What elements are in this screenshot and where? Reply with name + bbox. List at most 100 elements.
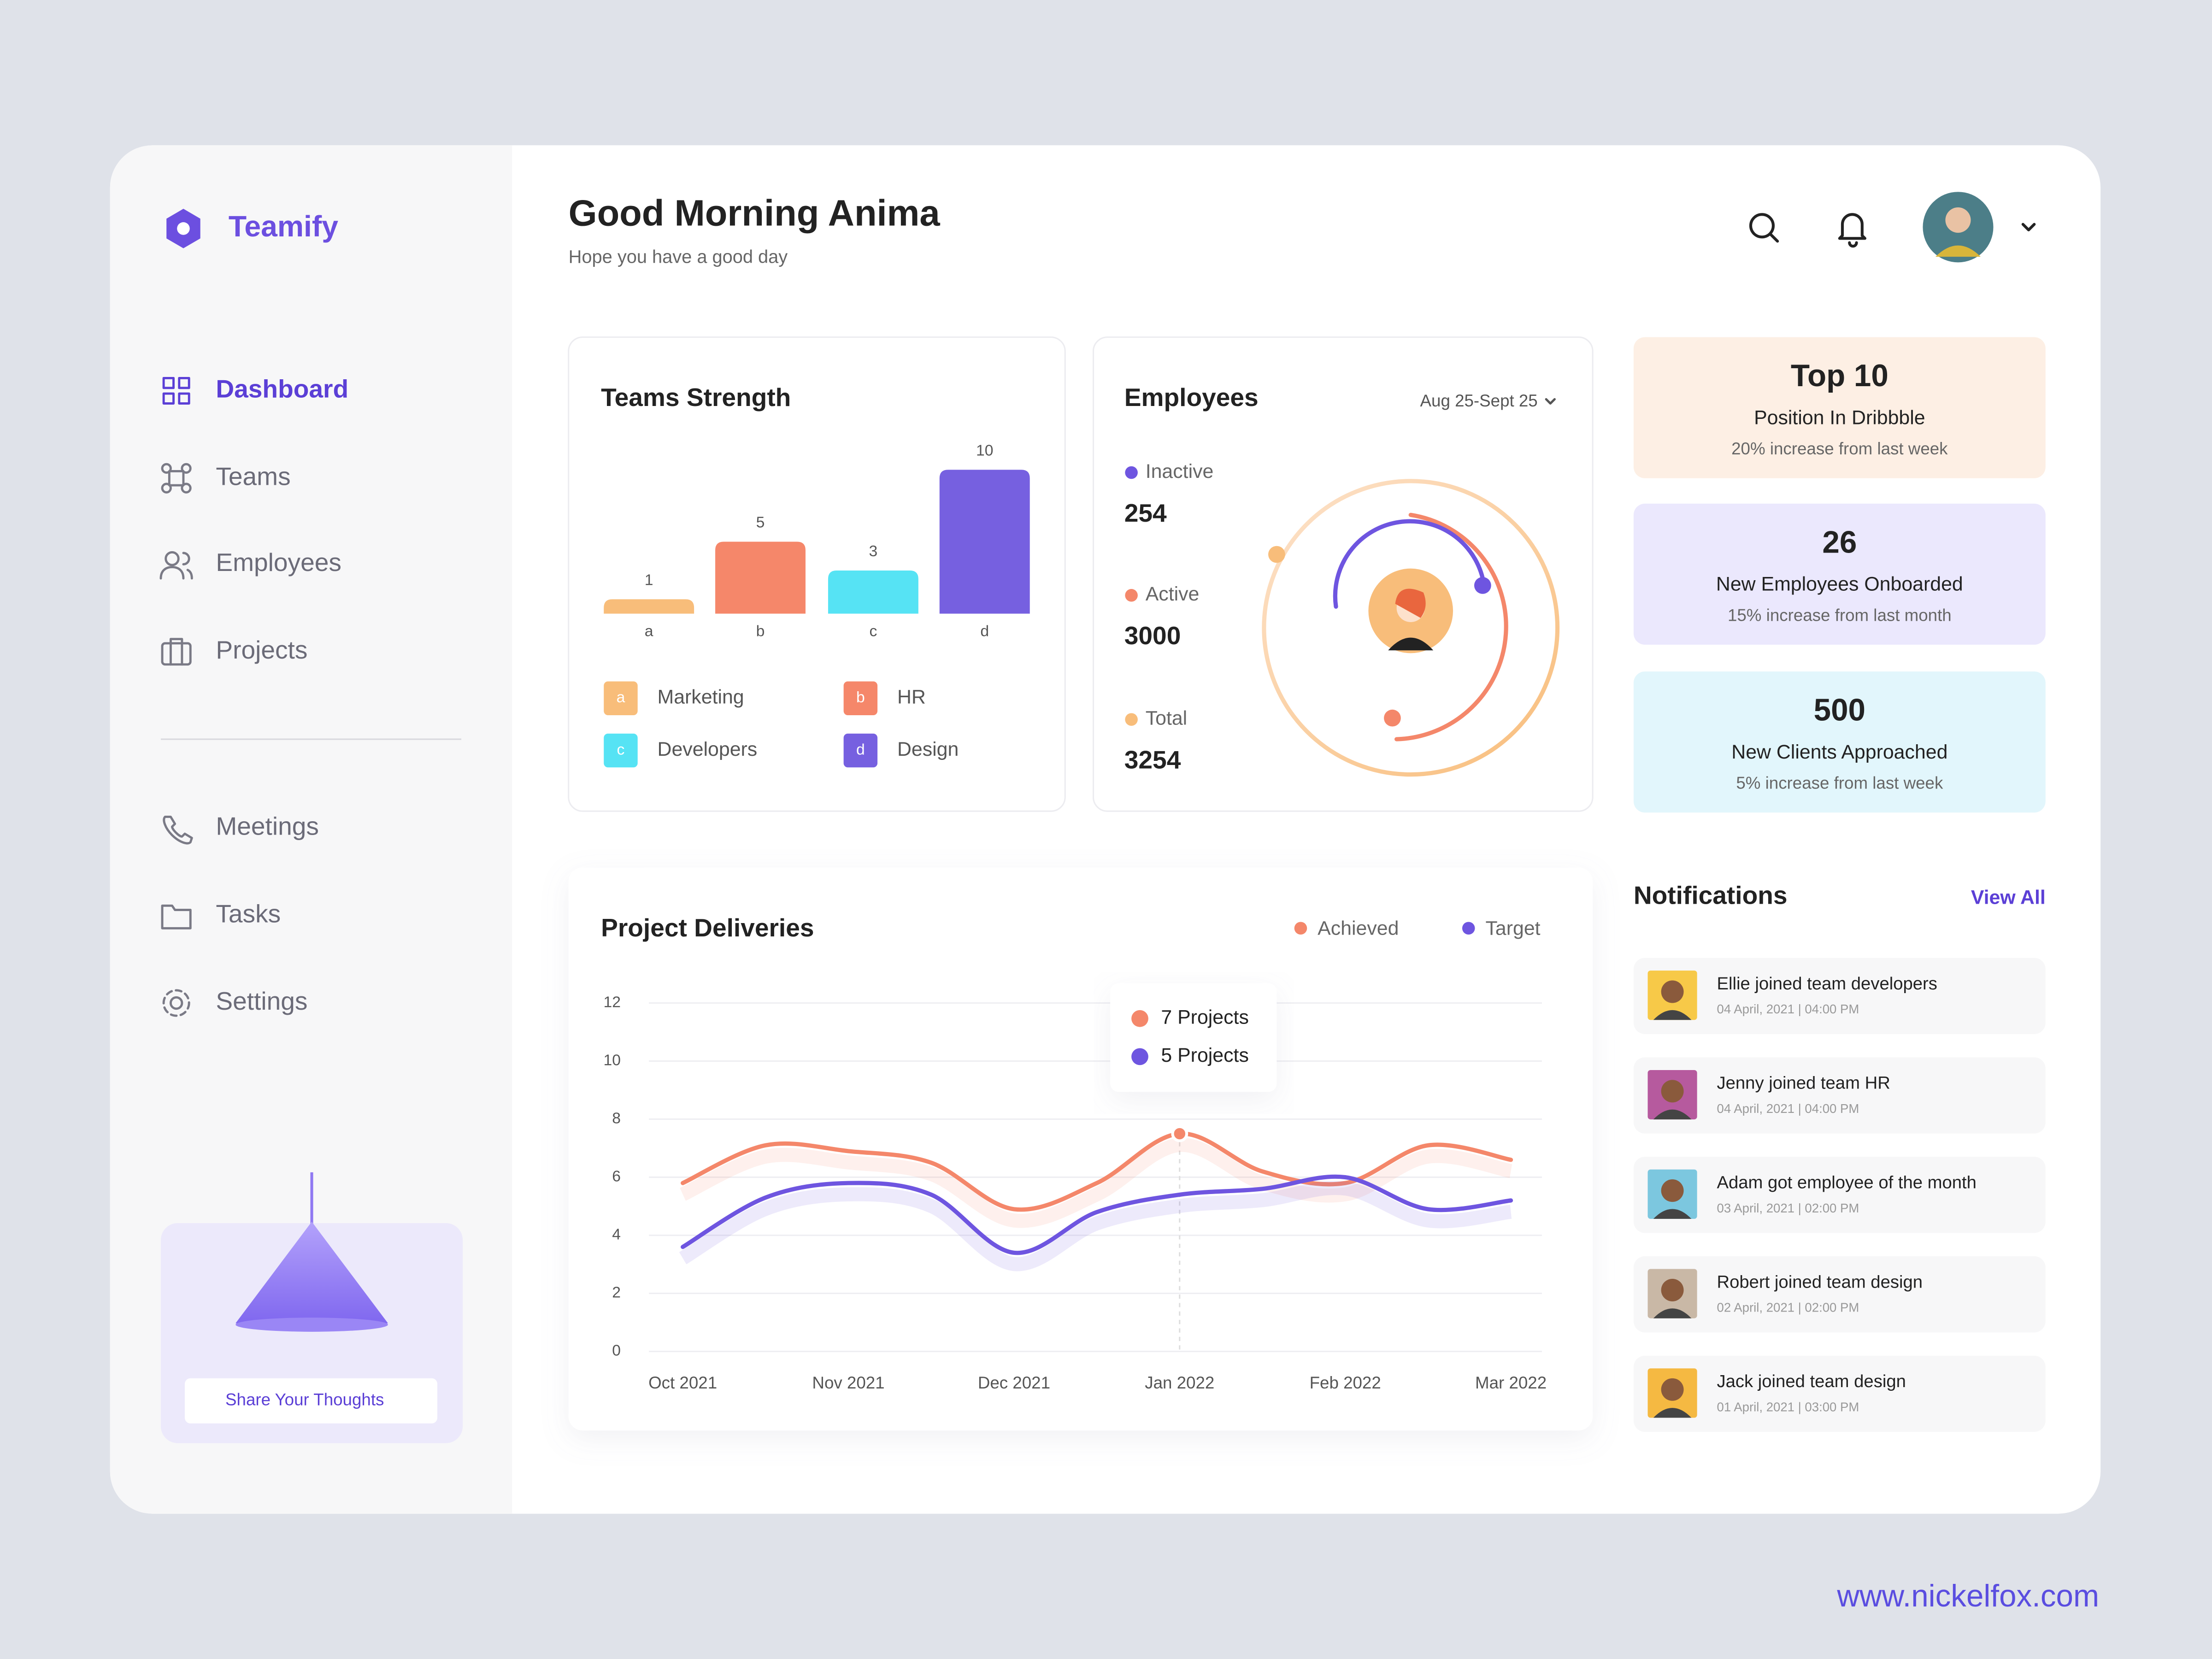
status-value: 3000 xyxy=(1124,621,1181,650)
notification-time: 03 April, 2021 | 02:00 PM xyxy=(1717,1201,1859,1215)
status-label: Inactive xyxy=(1146,460,1214,482)
tooltip-dot xyxy=(1131,1048,1148,1065)
x-tick-label: Jan 2022 xyxy=(1145,1373,1214,1392)
lamp-rim xyxy=(235,1318,388,1332)
nav-item[interactable]: Dashboard xyxy=(216,375,348,403)
stat-card xyxy=(1633,337,2046,478)
legend-swatch-letter: b xyxy=(856,689,865,706)
notification-time: 01 April, 2021 | 03:00 PM xyxy=(1717,1400,1859,1414)
share-button[interactable] xyxy=(185,1378,437,1424)
ring-dot xyxy=(1268,546,1285,563)
nav-item[interactable]: Teams xyxy=(216,462,290,490)
nav-item[interactable]: Settings xyxy=(216,987,307,1015)
center-avatar-body xyxy=(1388,637,1434,651)
bell-icon[interactable] xyxy=(1838,213,1866,248)
notification-item[interactable] xyxy=(1633,1057,2046,1134)
center-avatar-hair xyxy=(1395,588,1426,618)
notification-time: 02 April, 2021 | 02:00 PM xyxy=(1717,1300,1859,1315)
tooltip xyxy=(1110,983,1277,1092)
greeting: Good Morning Anima xyxy=(569,192,941,233)
legend-label: HR xyxy=(897,686,926,708)
bar xyxy=(828,570,918,614)
notification-time: 04 April, 2021 | 04:00 PM xyxy=(1717,1002,1859,1016)
legend-label: Developers xyxy=(658,738,758,760)
stat-note: 15% increase from last month xyxy=(1728,606,1952,624)
ring-dot xyxy=(1384,709,1401,727)
nav-item[interactable]: Employees xyxy=(216,548,341,577)
period-chevron[interactable] xyxy=(1545,398,1556,405)
ring-middle xyxy=(1394,512,1508,741)
bar xyxy=(715,541,806,614)
chart-title: Teams Strength xyxy=(601,383,791,412)
notification-item[interactable] xyxy=(1633,1256,2046,1333)
legend-swatch-letter: d xyxy=(856,741,865,758)
stat-headline: 500 xyxy=(1814,693,1865,728)
notification-item[interactable] xyxy=(1633,1157,2046,1233)
legend-label: Design xyxy=(897,738,959,760)
sidebar xyxy=(110,145,512,1514)
notification-text: Robert joined team design xyxy=(1717,1272,1923,1292)
bar xyxy=(939,470,1030,614)
notification-avatar-body xyxy=(1653,1408,1692,1418)
notification-avatar-body xyxy=(1653,1308,1692,1318)
lamp xyxy=(235,1222,388,1332)
notification-avatar-face xyxy=(1661,1279,1684,1301)
legend-swatch-letter: c xyxy=(617,741,625,758)
y-tick-label: 0 xyxy=(612,1342,621,1359)
footer-url: www.nickelfox.com xyxy=(1836,1579,2099,1613)
legend-dot xyxy=(1462,922,1475,935)
y-tick-label: 6 xyxy=(612,1168,621,1185)
ring-dot xyxy=(1474,577,1491,594)
legend-label: Target xyxy=(1485,918,1540,940)
stat-cards: Top 10 Position In Dribbble 20% increase f… xyxy=(1633,337,2046,813)
stat-note: 5% increase from last week xyxy=(1736,774,1943,793)
legend-label: Marketing xyxy=(658,686,744,708)
nav-item[interactable]: Projects xyxy=(216,635,307,664)
stat-label: New Employees Onboarded xyxy=(1716,573,1963,595)
notification-time: 04 April, 2021 | 04:00 PM xyxy=(1717,1101,1859,1116)
bar-value-label: 1 xyxy=(645,572,653,589)
employees-title: Employees xyxy=(1124,383,1259,412)
notifications-title: Notifications xyxy=(1634,881,1788,910)
line-series xyxy=(681,1174,1513,1255)
stat-headline: Top 10 xyxy=(1791,359,1888,393)
notification-avatar-body xyxy=(1653,1209,1692,1219)
notification-text: Adam got employee of the month xyxy=(1717,1172,1977,1192)
ring-outer xyxy=(1262,479,1560,777)
period-selector[interactable]: Aug 25-Sept 25 xyxy=(1420,391,1538,410)
notification-item[interactable] xyxy=(1633,958,2046,1034)
notification-avatar-face xyxy=(1661,980,1684,1003)
stat-note: 20% increase from last week xyxy=(1731,439,1948,458)
bar-value-label: 10 xyxy=(976,442,993,459)
notification-text: Ellie joined team developers xyxy=(1717,974,1937,994)
x-tick-label: b xyxy=(756,623,765,640)
stat-card xyxy=(1633,503,2046,645)
status-dot xyxy=(1125,466,1138,479)
bar-value-label: 3 xyxy=(869,543,878,560)
notification-item[interactable] xyxy=(1633,1355,2046,1432)
view-all-link[interactable]: View All xyxy=(1971,886,2046,908)
user-avatar-face xyxy=(1945,207,1971,233)
notification-avatar-body xyxy=(1653,1109,1692,1120)
notification-list: Ellie joined team developers 04 April, 20… xyxy=(1633,958,2046,1432)
bar-chart: 1 a a Marketing 5 b b HR 3 c c Developers 10 d d Design xyxy=(604,442,1030,768)
legend-swatch xyxy=(843,733,878,768)
line-series xyxy=(681,1131,1513,1212)
ring-inner xyxy=(1333,519,1486,609)
legend-swatch xyxy=(843,681,878,716)
status-value: 3254 xyxy=(1124,746,1181,774)
share-button-label[interactable]: Share Your Thoughts xyxy=(225,1390,384,1409)
x-tick-label: Nov 2021 xyxy=(812,1373,884,1392)
teams-card xyxy=(568,336,1066,812)
user-menu-chevron[interactable] xyxy=(2021,223,2036,232)
chart-title: Project Deliveries xyxy=(601,913,814,942)
nav-item[interactable]: Meetings xyxy=(216,812,319,841)
nav-item[interactable]: Tasks xyxy=(216,899,281,928)
legend-swatch-letter: a xyxy=(617,689,625,706)
notification-text: Jack joined team design xyxy=(1717,1371,1906,1391)
line-glow xyxy=(679,1181,1512,1271)
notification-avatar-face xyxy=(1661,1080,1684,1103)
search-icon[interactable] xyxy=(1749,213,1779,243)
